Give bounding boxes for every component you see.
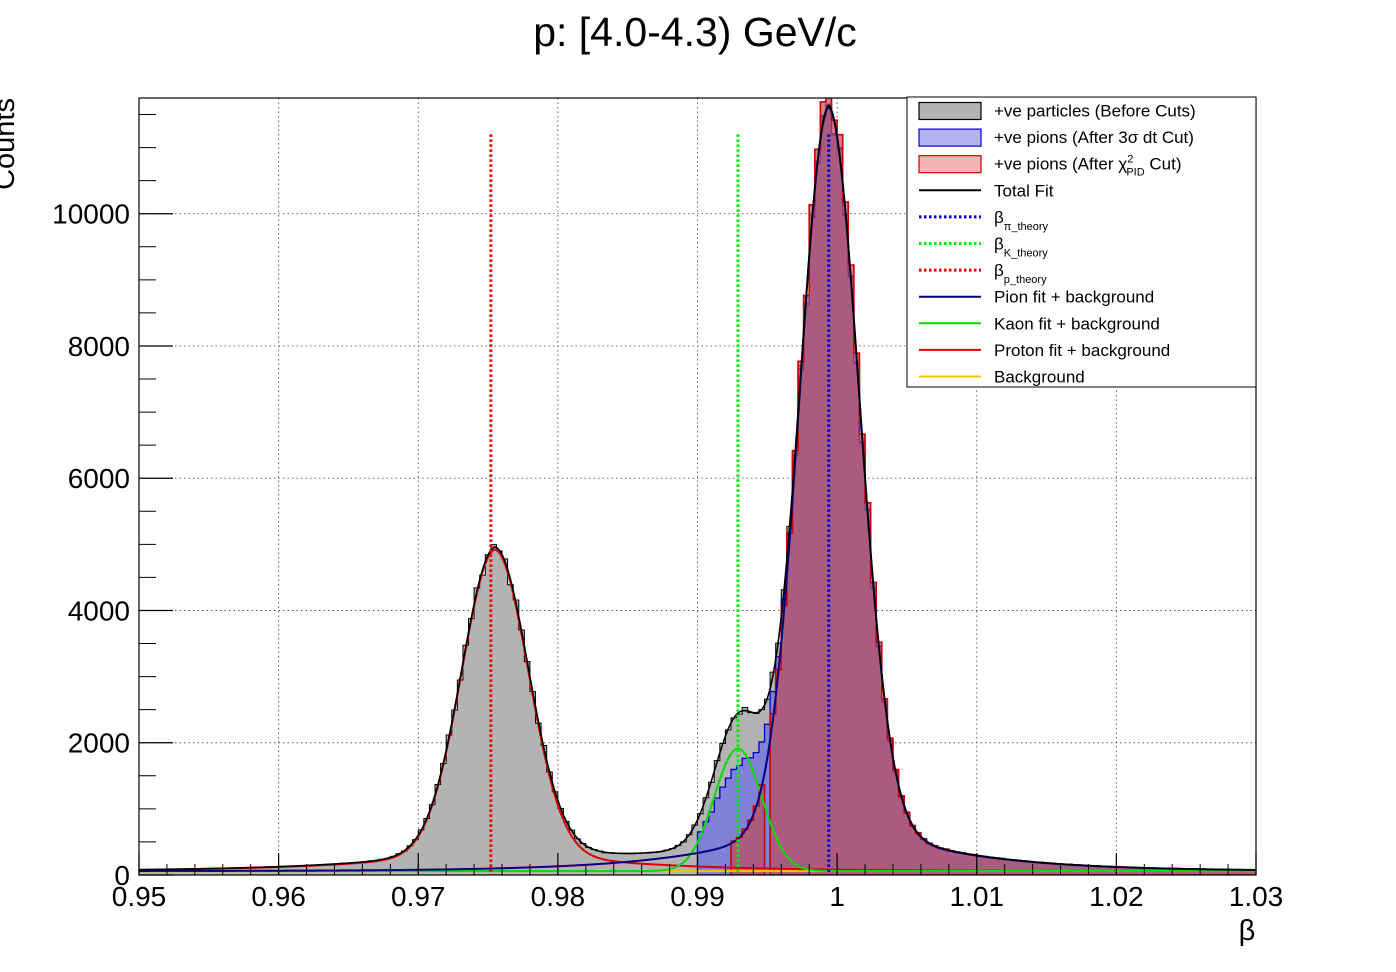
y-tick-label: 10000 [52,199,130,230]
legend-label: Total Fit [994,181,1054,200]
x-tick-label: 0.97 [391,881,446,912]
y-tick-label: 8000 [68,331,130,362]
legend-label: Background [994,368,1085,387]
legend-label: Proton fit + background [994,341,1170,360]
x-tick-label: 1.03 [1229,881,1284,912]
legend-label: +ve particles (Before Cuts) [994,102,1196,121]
y-tick-label: 2000 [68,728,130,759]
axes: 0.95 0.96 0.97 0.98 0.99 1 1.01 1.02 1.03 0 2000 40… [52,114,1284,912]
y-tick-label: 0 [114,860,130,891]
x-tick-label: 0.95 [112,881,167,912]
legend-swatch-box [918,101,982,121]
legend-swatch-box [918,128,982,147]
y-axis-label: Counts [0,98,21,190]
legend-label: Kaon fit + background [994,314,1160,333]
chart-title: p: [4.0-4.3) GeV/c [533,9,857,55]
legend: +ve particles (Before Cuts) +ve pions (Af… [906,96,1257,388]
legend-swatch-box [918,155,982,174]
x-tick-label: 1.02 [1089,881,1144,912]
x-tick-label: 0.96 [251,881,306,912]
legend-label: βK_theory [994,235,1048,260]
y-tick-label: 4000 [68,595,130,626]
legend-label: βπ_theory [994,208,1049,233]
x-tick-label: 0.98 [531,881,586,912]
grid-lines [139,98,1256,875]
fit-curves [139,104,1256,873]
y-tick-label: 6000 [68,463,130,494]
legend-label: +ve pions (After χ2 PID Cut) [994,154,1182,179]
total-fit-curve [139,104,1256,871]
x-tick-label: 0.99 [670,881,725,912]
x-tick-label: 1 [829,881,845,912]
legend-label: βp_theory [994,261,1047,286]
x-axis-label: β [1239,915,1256,947]
legend-label: Pion fit + background [994,288,1154,307]
theory-lines [489,134,831,875]
x-tick-label: 1.01 [950,881,1005,912]
legend-label: +ve pions (After 3σ dt Cut) [994,128,1194,147]
